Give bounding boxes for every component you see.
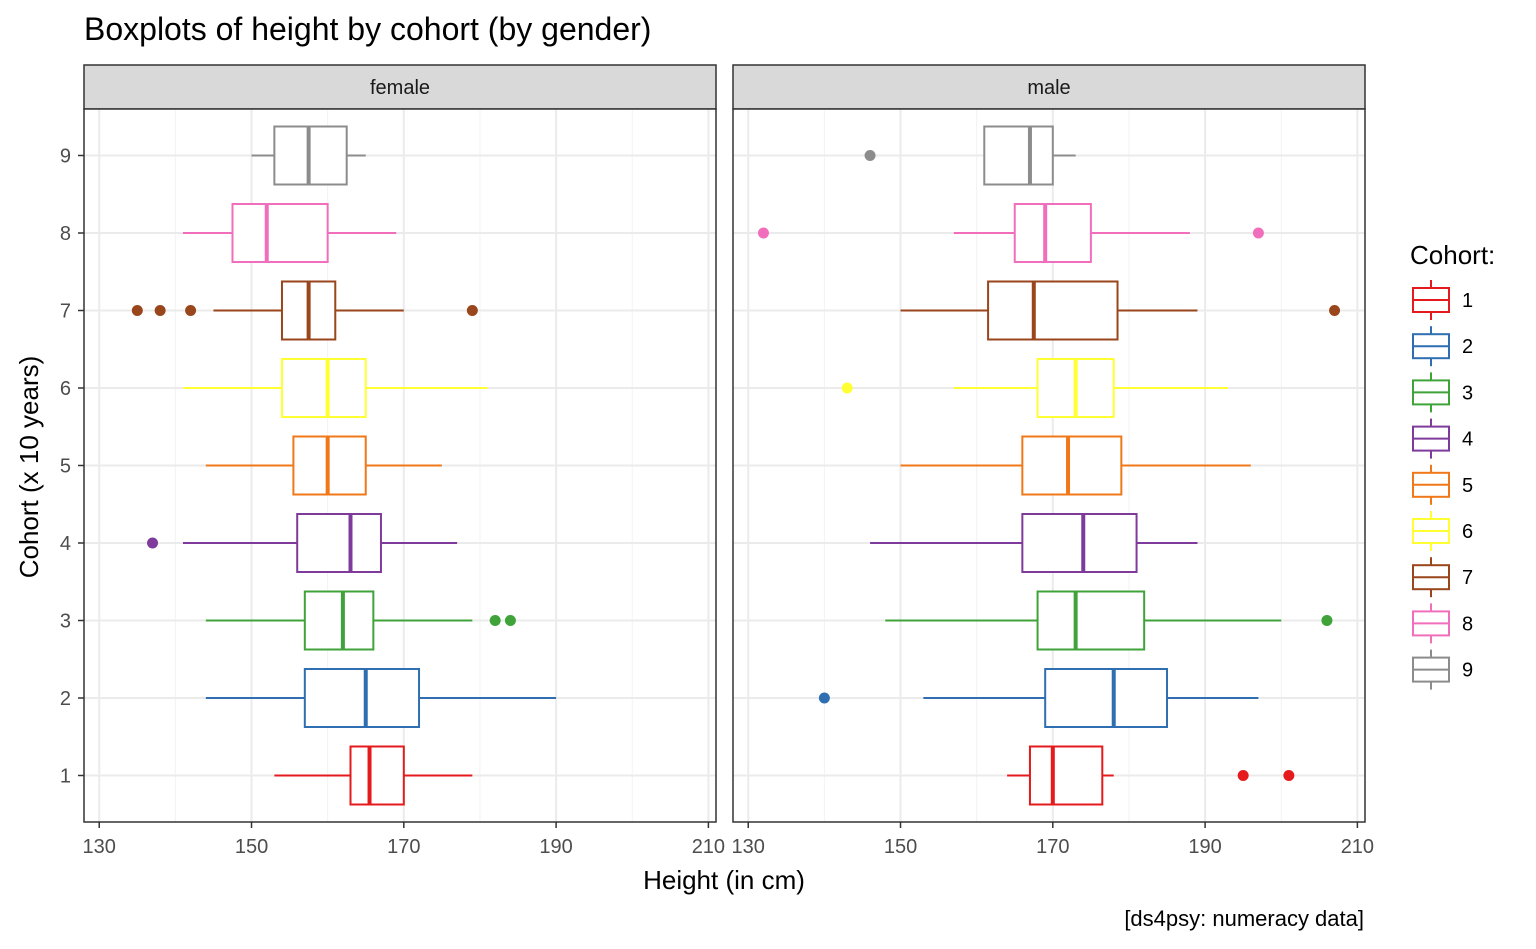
box-iqr — [1021, 513, 1138, 573]
legend: Cohort: 1 2 3 4 5 6 7 8 9 — [1410, 240, 1495, 690]
y-tick-label: 5 — [60, 456, 71, 478]
legend-item-3: 3 — [1412, 372, 1473, 413]
box-male-cohort-7 — [900, 280, 1341, 341]
y-axis-label: Cohort (x 10 years) — [14, 356, 44, 579]
box-male-cohort-4 — [870, 513, 1198, 573]
outlier-point — [841, 382, 853, 394]
box-female-cohort-6 — [182, 358, 488, 418]
legend-item-label: 6 — [1462, 521, 1473, 543]
box-iqr — [231, 203, 329, 263]
legend-item-label: 8 — [1462, 613, 1473, 635]
outlier-point — [1329, 305, 1341, 316]
box-iqr — [349, 745, 405, 806]
y-tick-label: 8 — [60, 223, 71, 245]
box-male-cohort-6 — [841, 358, 1228, 418]
box-female-cohort-7 — [131, 280, 478, 341]
legend-item-label: 9 — [1462, 660, 1473, 682]
box-male-cohort-3 — [885, 590, 1333, 651]
box-iqr — [303, 668, 421, 728]
facet-panels: female 130 150 170 190 210 1 2 3 4 5 6 7 8 9 male 130 150… — [60, 64, 1374, 858]
x-tick-label: 210 — [692, 836, 725, 858]
legend-item-4: 4 — [1412, 418, 1473, 459]
strip-label-female: female — [370, 77, 430, 99]
legend-item-9: 9 — [1412, 649, 1473, 690]
legend-title: Cohort: — [1410, 240, 1495, 270]
chart-caption: [ds4psy: numeracy data] — [1124, 906, 1364, 931]
y-tick-label: 4 — [60, 533, 71, 555]
outlier-point — [154, 305, 166, 316]
strip-label-male: male — [1027, 77, 1070, 99]
facet-panel-female: female 130 150 170 190 210 1 2 3 4 5 6 7 8 9 — [60, 64, 725, 858]
box-male-cohort-2 — [818, 668, 1259, 728]
y-tick-label: 2 — [60, 688, 71, 710]
outlier-point — [131, 305, 143, 316]
x-tick-label: 190 — [539, 836, 572, 858]
legend-item-1: 1 — [1412, 280, 1473, 320]
box-female-cohort-1 — [274, 745, 473, 806]
facet-panel-male: male 130 150 170 190 210 — [732, 64, 1374, 858]
legend-item-label: 2 — [1462, 336, 1473, 358]
outlier-point — [185, 305, 197, 316]
legend-item-6: 6 — [1412, 511, 1473, 551]
box-male-cohort-1 — [1007, 745, 1295, 806]
box-iqr — [987, 280, 1119, 341]
outlier-point — [147, 537, 159, 549]
outlier-point — [818, 692, 830, 704]
box-iqr — [303, 590, 375, 651]
box-male-cohort-8 — [757, 203, 1264, 263]
box-iqr — [1013, 203, 1092, 263]
box-iqr — [1044, 668, 1169, 728]
outlier-point — [1283, 770, 1295, 781]
box-iqr — [1021, 435, 1123, 496]
box-male-cohort-9 — [864, 125, 1076, 186]
y-tick-label: 9 — [60, 146, 71, 168]
y-tick-label: 3 — [60, 611, 71, 633]
y-tick-label: 7 — [60, 301, 71, 323]
legend-item-7: 7 — [1412, 557, 1473, 598]
outlier-point — [1252, 227, 1264, 239]
legend-item-5: 5 — [1412, 464, 1473, 505]
legend-item-label: 4 — [1462, 429, 1473, 451]
box-iqr — [1028, 745, 1104, 806]
outlier-point — [489, 615, 501, 626]
x-tick-label: 130 — [732, 836, 765, 858]
box-iqr — [983, 125, 1054, 186]
y-tick-label: 6 — [60, 378, 71, 400]
box-female-cohort-3 — [205, 590, 516, 651]
x-tick-label: 210 — [1341, 836, 1374, 858]
box-female-cohort-8 — [182, 203, 397, 263]
box-iqr — [280, 358, 367, 418]
box-female-cohort-9 — [251, 125, 366, 186]
legend-item-2: 2 — [1412, 326, 1473, 367]
outlier-point — [466, 305, 478, 316]
x-axis-label: Height (in cm) — [643, 865, 805, 895]
box-iqr — [1036, 590, 1146, 651]
legend-item-label: 3 — [1462, 382, 1473, 404]
x-tick-label: 130 — [83, 836, 116, 858]
x-tick-label: 190 — [1188, 836, 1221, 858]
box-male-cohort-5 — [900, 435, 1251, 496]
legend-item-8: 8 — [1412, 603, 1473, 644]
legend-item-label: 5 — [1462, 475, 1473, 497]
chart-title: Boxplots of height by cohort (by gender) — [84, 11, 651, 47]
box-female-cohort-5 — [205, 435, 442, 496]
outlier-point — [1237, 770, 1249, 781]
x-tick-label: 150 — [235, 836, 268, 858]
panel-border — [732, 108, 1366, 823]
outlier-point — [504, 615, 516, 626]
x-tick-label: 170 — [387, 836, 420, 858]
y-tick-label: 1 — [60, 766, 71, 788]
box-female-cohort-2 — [205, 668, 557, 728]
legend-item-label: 7 — [1462, 567, 1473, 589]
legend-item-label: 1 — [1462, 290, 1473, 312]
outlier-point — [864, 150, 876, 161]
strip-female — [83, 64, 717, 110]
box-female-cohort-4 — [147, 513, 458, 573]
outlier-point — [1321, 615, 1333, 626]
outlier-point — [757, 227, 769, 239]
x-tick-label: 170 — [1036, 836, 1069, 858]
box-iqr — [296, 513, 382, 573]
x-tick-label: 150 — [884, 836, 917, 858]
